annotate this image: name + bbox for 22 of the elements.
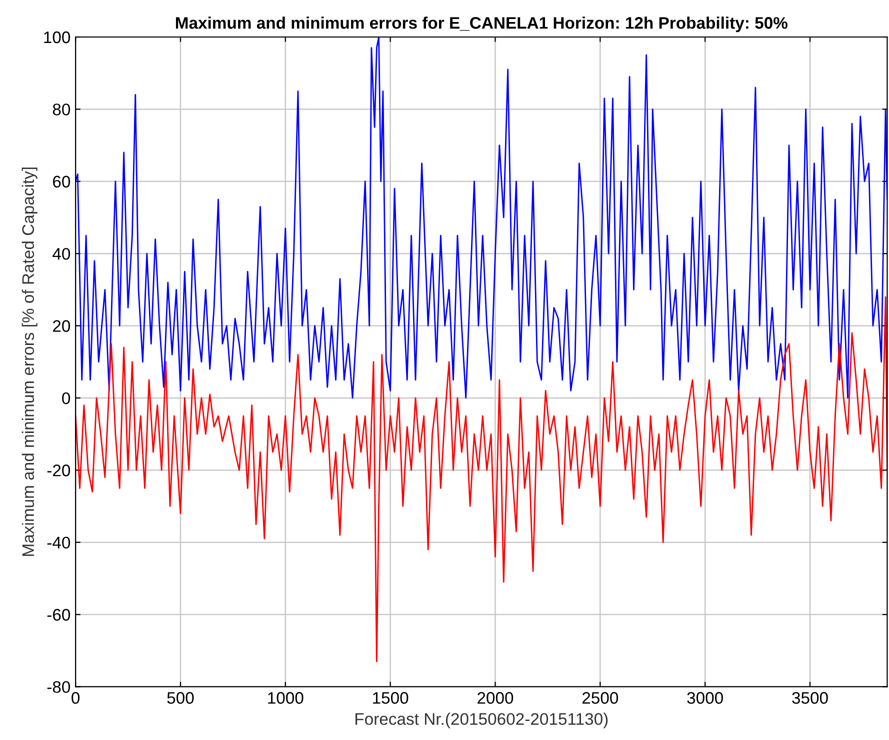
y-axis-title: Maximum and minimum errors [% of Rated Capacity] bbox=[22, 168, 38, 556]
x-tick-label: 3000 bbox=[687, 692, 723, 704]
x-tick-label: 1500 bbox=[373, 692, 408, 704]
x-tick-label: 2000 bbox=[478, 692, 514, 704]
x-tick-label: 2500 bbox=[582, 692, 618, 704]
chart-title: Maximum and minimum errors for E_CANELA1 Horizon: 12h Probability: 50% bbox=[176, 16, 788, 32]
y-tick-label: 20 bbox=[53, 320, 70, 332]
y-tick-label: -40 bbox=[47, 536, 70, 549]
x-tick-label: 0 bbox=[72, 692, 80, 704]
x-tick-label: 3500 bbox=[792, 692, 828, 704]
x-axis-title: Forecast Nr.(20150602-20151130) bbox=[356, 712, 608, 728]
y-tick-label: -20 bbox=[47, 464, 70, 476]
y-tick-label: 0 bbox=[62, 392, 70, 404]
line-series bbox=[76, 296, 888, 662]
x-tick-label: 1000 bbox=[268, 692, 304, 704]
y-tick-label: 40 bbox=[52, 248, 70, 260]
y-tick-label: 100 bbox=[44, 31, 70, 44]
y-tick-label: 60 bbox=[53, 176, 70, 188]
x-tick-label: 500 bbox=[167, 692, 194, 704]
y-tick-label: -60 bbox=[47, 608, 70, 621]
y-tick-label: 80 bbox=[52, 104, 70, 116]
y-tick-label: -80 bbox=[47, 681, 70, 693]
